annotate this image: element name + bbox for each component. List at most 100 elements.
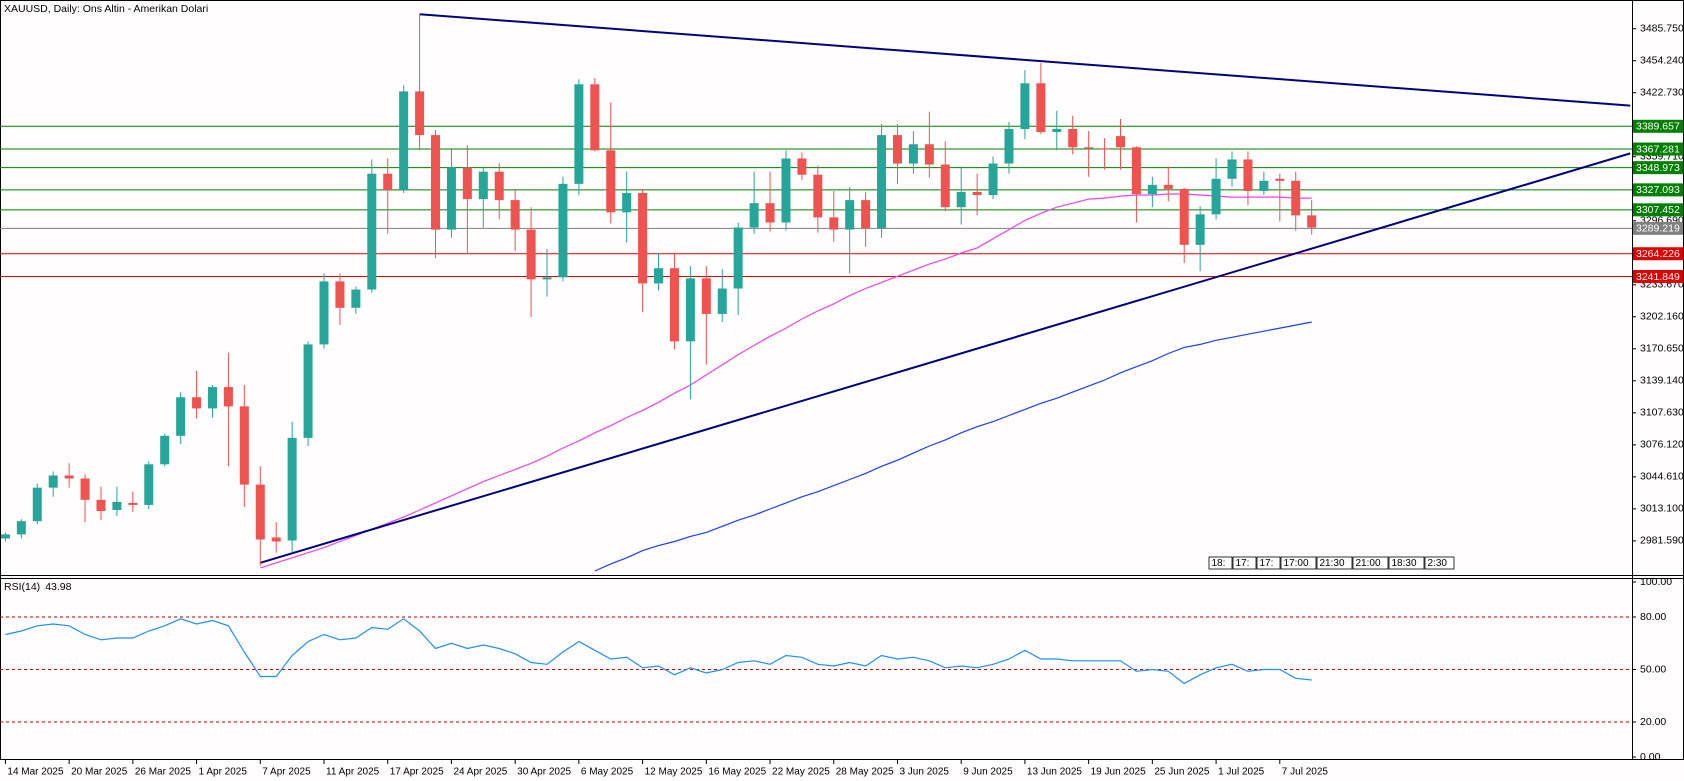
x-tick-label: 7 Jul 2025 [1282, 767, 1329, 778]
candle-body [606, 150, 616, 213]
level-label: 3367.281 [1636, 143, 1680, 155]
candle-body [765, 203, 775, 223]
x-tick-label: 30 Apr 2025 [517, 767, 571, 778]
candle-body [1211, 178, 1221, 215]
level-label: 3307.452 [1636, 204, 1680, 216]
candle-body [494, 171, 504, 201]
time-tag-box [1424, 556, 1455, 570]
candle-body [685, 278, 695, 342]
candle-body [590, 84, 600, 151]
candle-body [733, 227, 743, 289]
x-tick-label: 1 Jul 2025 [1218, 767, 1265, 778]
candle-body [972, 191, 982, 196]
x-tick-label: 7 Apr 2025 [262, 767, 311, 778]
candle-body [892, 135, 902, 164]
x-tick-label: 6 May 2025 [581, 767, 634, 778]
candle-body [319, 281, 329, 345]
candle-body [749, 203, 759, 228]
candle-body [399, 91, 409, 190]
x-tick-label: 20 Mar 2025 [71, 767, 128, 778]
candle-body [1275, 178, 1285, 181]
level-label-box [1633, 161, 1683, 175]
y-tick-label: 3485.750 [1640, 22, 1684, 34]
candle-body [717, 288, 727, 314]
candle-body [1068, 129, 1078, 148]
y-tick-label: 3107.630 [1640, 407, 1684, 419]
candle-body [144, 464, 154, 505]
candle-body [940, 164, 950, 208]
x-tick-label: 12 May 2025 [645, 767, 703, 778]
level-label-box [1633, 269, 1683, 283]
candle-body [622, 193, 632, 213]
candle-body [1179, 188, 1189, 245]
candle-body [0, 534, 10, 539]
time-tag-box [1208, 556, 1233, 570]
candle-body [908, 144, 918, 164]
y-tick-label: 3139.140 [1640, 375, 1684, 387]
candle-body [542, 277, 552, 280]
candle-body [303, 344, 313, 438]
frame [0, 0, 1684, 760]
moving-average [594, 321, 1312, 572]
candle-body [287, 437, 297, 541]
level-label: 3241.849 [1636, 271, 1680, 283]
level-label: 3327.093 [1636, 184, 1680, 196]
x-tick-label: 22 May 2025 [772, 767, 830, 778]
x-tick-label: 19 Jun 2025 [1091, 767, 1146, 778]
candle-body [669, 268, 679, 342]
y-tick-label: 2981.590 [1640, 535, 1684, 547]
candle-body [462, 167, 472, 200]
candle-body [526, 229, 536, 280]
axes: 3485.7503454.2403422.7303359.7103296.690… [4, 22, 1684, 778]
x-tick-label: 1 Apr 2025 [199, 767, 248, 778]
candle-body [431, 135, 441, 230]
candle-body [1227, 159, 1237, 179]
candle-body [239, 406, 249, 485]
candle-body [160, 435, 170, 465]
rsi-tick-label: 20.00 [1640, 716, 1666, 728]
rsi-tick-label: 100.00 [1640, 576, 1672, 588]
x-tick-label: 24 Apr 2025 [453, 767, 507, 778]
x-tick-label: 11 Apr 2025 [326, 767, 380, 778]
candle-body [383, 173, 393, 190]
candle-body [223, 387, 233, 407]
trend-line [419, 13, 1631, 107]
y-tick-label: 3170.650 [1640, 343, 1684, 355]
candle-body [1020, 83, 1030, 130]
candle-body [1147, 184, 1157, 195]
candle-body [64, 475, 74, 479]
level-label-box [1633, 142, 1683, 156]
time-tag: 18: [1212, 558, 1226, 569]
candle-body [845, 200, 855, 230]
time-tag: 21:00 [1356, 558, 1381, 569]
rsi-tick-label: 80.00 [1640, 611, 1666, 623]
candle-body [446, 167, 456, 230]
candle-body [271, 537, 281, 542]
level-label-box [1633, 183, 1683, 197]
candle-body [1195, 214, 1205, 245]
level-label: 3389.657 [1636, 121, 1680, 133]
y-tick-label: 3044.610 [1640, 471, 1684, 483]
time-tag: 21:30 [1320, 558, 1345, 569]
candle-body [32, 487, 42, 522]
candle-body [1291, 180, 1301, 216]
time-tag-box [1232, 556, 1257, 570]
candle-body [16, 521, 26, 535]
candle-body [1307, 215, 1317, 228]
candle-body [877, 135, 887, 229]
level-label-box [1633, 247, 1683, 261]
rsi-tick-label: 0.00 [1640, 751, 1661, 763]
candle-body [861, 200, 871, 229]
moving-average [260, 193, 1312, 569]
candle-body [112, 501, 122, 511]
candle-body [1259, 180, 1269, 191]
level-label: 3348.973 [1636, 162, 1680, 174]
candle-body [558, 183, 568, 278]
x-tick-label: 14 Mar 2025 [7, 767, 64, 778]
candle-body [1084, 147, 1094, 149]
candle-body [192, 397, 202, 409]
candle-body [924, 144, 934, 165]
rsi-title: RSI(14) [4, 581, 40, 593]
